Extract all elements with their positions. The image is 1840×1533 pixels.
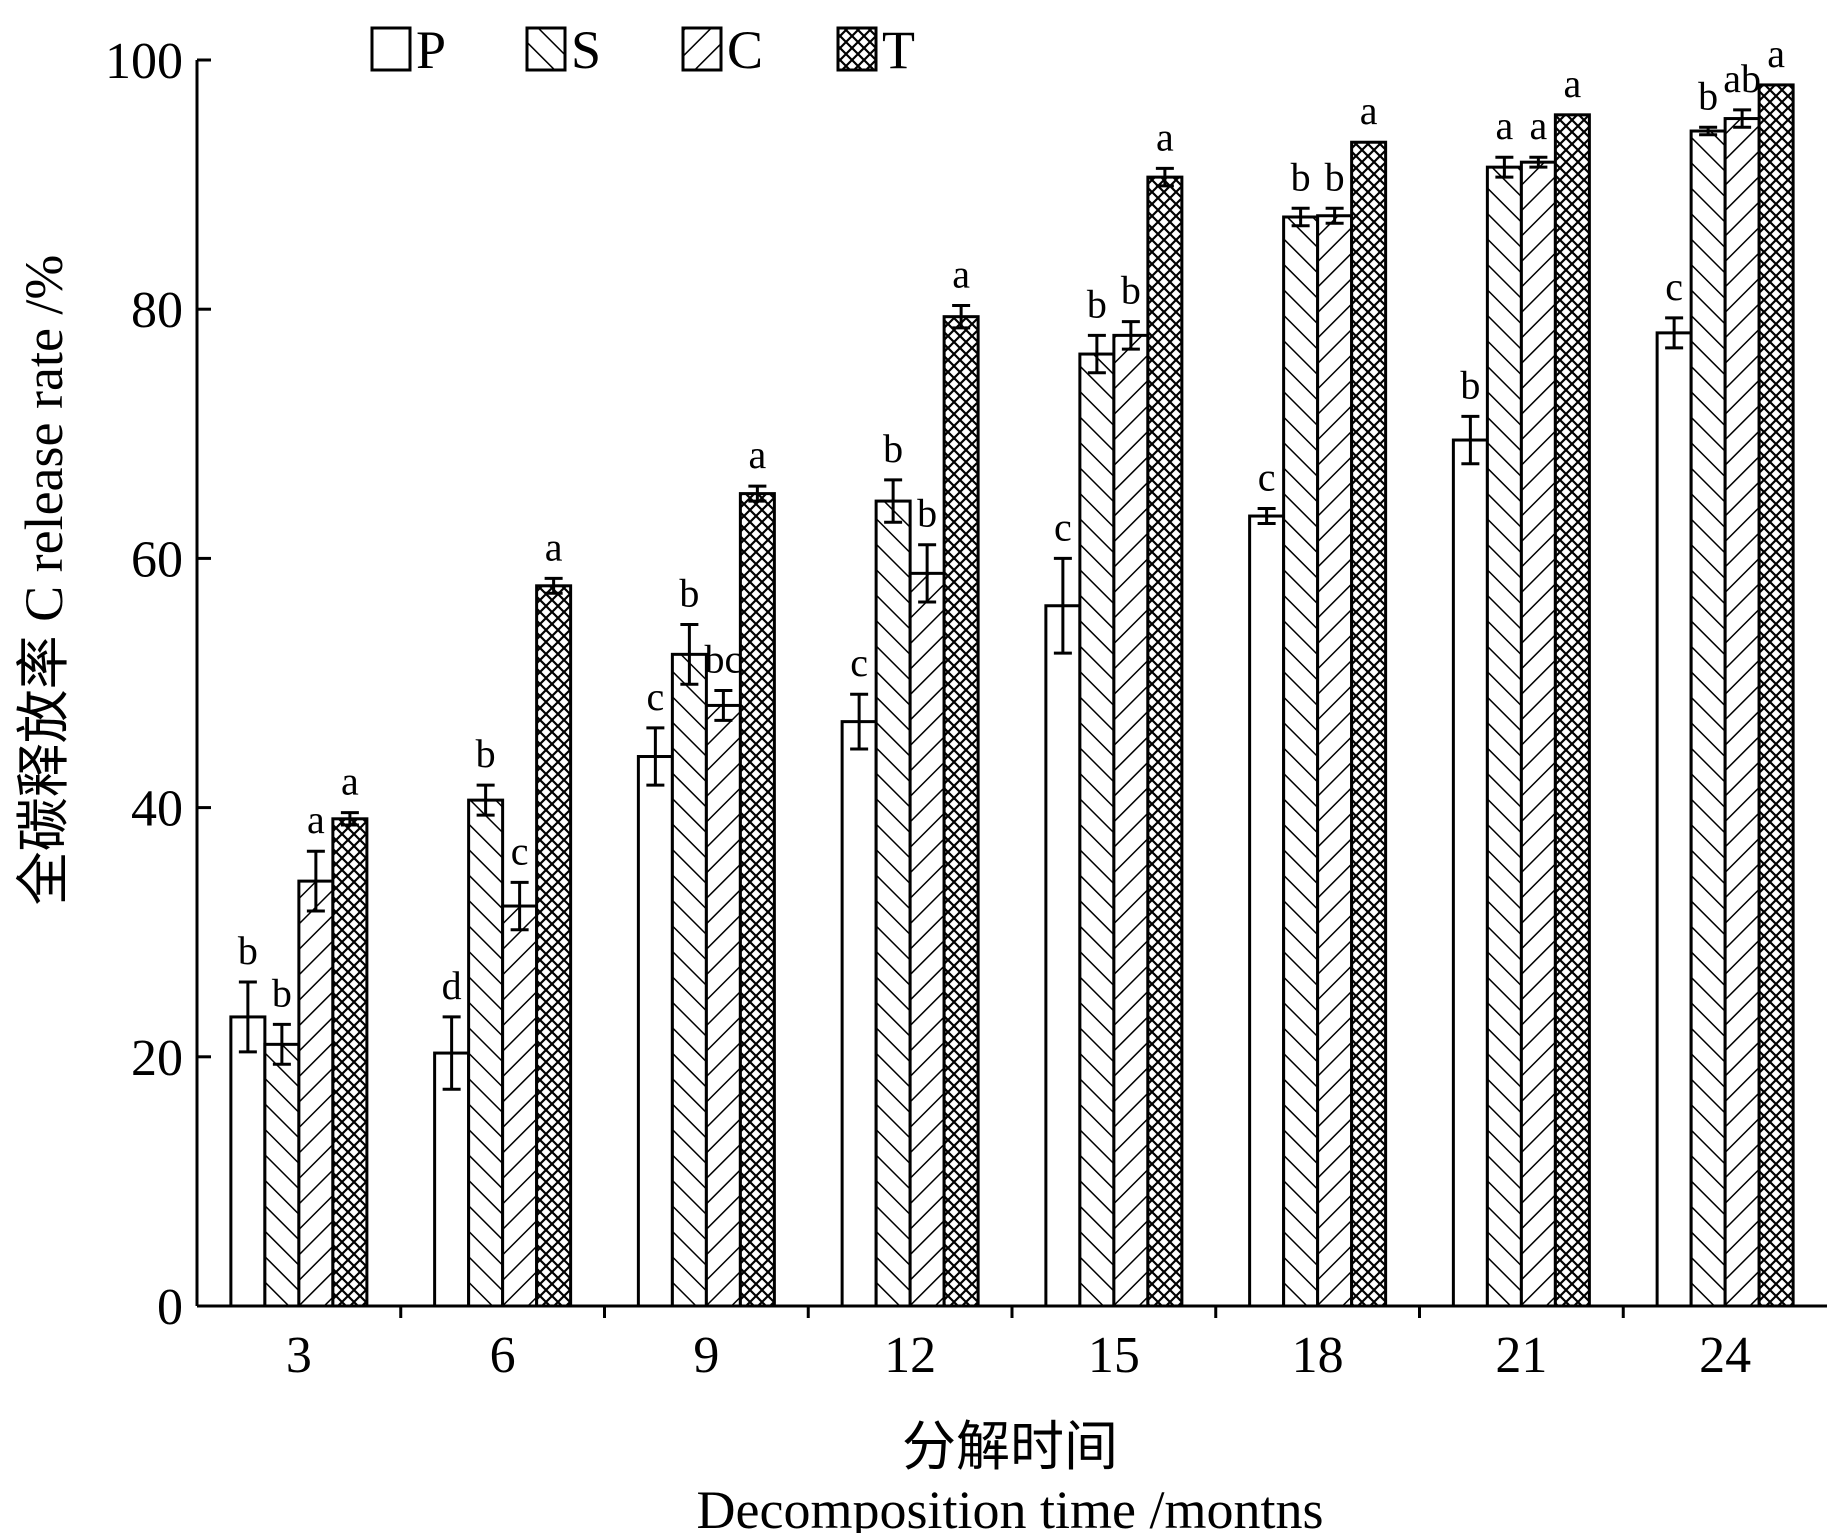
y-tick-label: 60	[131, 531, 183, 588]
y-tick-label: 20	[131, 1030, 183, 1087]
bar-T-9	[738, 492, 776, 1308]
bar-T-24	[1757, 83, 1795, 1308]
significance-letter: a	[952, 251, 970, 296]
x-tick-label: 12	[884, 1327, 936, 1384]
x-tick-label: 9	[693, 1327, 719, 1384]
y-axis-label: 全碳释放率 C release rate /%	[14, 255, 74, 906]
bar-T-21	[1553, 113, 1591, 1308]
bar-T-6	[535, 584, 573, 1308]
significance-letter: a	[1563, 61, 1581, 106]
legend-label-C: C	[727, 20, 763, 80]
legend-swatch-C	[681, 26, 723, 72]
y-tick-label: 40	[131, 781, 183, 838]
bar-C-12	[908, 571, 946, 1308]
bar-P-15	[1044, 604, 1082, 1308]
significance-letter: c	[511, 828, 529, 873]
significance-letter: c	[1054, 504, 1072, 549]
bar-T-18	[1350, 140, 1388, 1308]
significance-letter: a	[1529, 103, 1547, 148]
bar-C-9	[704, 703, 742, 1308]
significance-letter: c	[1258, 455, 1276, 500]
bar-S-3	[263, 1042, 301, 1308]
y-tick-label: 100	[105, 33, 183, 90]
y-tick-label: 80	[131, 282, 183, 339]
significance-letter: b	[883, 426, 903, 471]
significance-letter: c	[1665, 264, 1683, 309]
x-axis: 3 6 9 12 15 18 21 24	[197, 1304, 1827, 1384]
bar-P-9	[636, 755, 674, 1308]
significance-letter: b	[917, 491, 937, 536]
bar-P-24	[1655, 331, 1693, 1308]
significance-letter: a	[341, 759, 359, 804]
significance-letter: ab	[1723, 56, 1761, 101]
x-tick-label: 18	[1292, 1327, 1344, 1384]
bar-C-18	[1316, 214, 1354, 1308]
x-tick-label: 24	[1699, 1327, 1751, 1384]
legend-label-T: T	[882, 20, 915, 80]
bar-T-15	[1146, 175, 1184, 1308]
significance-letter: bc	[704, 636, 742, 681]
significance-letter: a	[1156, 114, 1174, 159]
significance-letter: a	[1495, 103, 1513, 148]
bar-S-21	[1485, 165, 1523, 1308]
bar-S-18	[1282, 215, 1320, 1308]
bar-S-6	[467, 798, 505, 1308]
x-axis-label: 分解时间	[902, 1417, 1118, 1477]
significance-letter: a	[307, 797, 325, 842]
bar-S-12	[874, 499, 912, 1308]
bars	[229, 83, 1795, 1308]
bar-P-3	[229, 1015, 267, 1308]
bar-S-15	[1078, 352, 1116, 1308]
x-tick-label: 21	[1495, 1327, 1547, 1384]
significance-letter: c	[646, 674, 664, 719]
significance-letter: d	[442, 963, 462, 1008]
significance-letter: b	[1460, 362, 1480, 407]
x-axis-label-en: Decomposition time /montns	[697, 1480, 1324, 1533]
bar-S-24	[1689, 129, 1727, 1308]
bar-P-6	[433, 1051, 471, 1308]
significance-letter: b	[1325, 154, 1345, 199]
legend-label-S: S	[571, 20, 601, 80]
significance-letter: a	[1767, 31, 1785, 76]
significance-letter: b	[476, 731, 496, 776]
bar-C-15	[1112, 333, 1150, 1308]
significance-letter: b	[272, 970, 292, 1015]
bar-S-9	[670, 652, 708, 1308]
bar-P-18	[1248, 514, 1286, 1308]
legend-swatch-P	[370, 26, 412, 72]
significance-letter: b	[679, 570, 699, 615]
y-tick-label: 0	[157, 1279, 183, 1336]
y-axis: 0 20 40 60 80 100	[105, 33, 211, 1336]
bar-P-12	[840, 720, 878, 1308]
legend-swatch-S	[525, 26, 567, 72]
bar-C-21	[1519, 160, 1557, 1308]
significance-letter: b	[1121, 268, 1141, 313]
bar-C-6	[501, 904, 539, 1308]
significance-letter: b	[1087, 281, 1107, 326]
significance-letter: a	[748, 432, 766, 477]
legend-label-P: P	[416, 20, 446, 80]
bar-P-21	[1451, 438, 1489, 1308]
significance-letter: b	[1291, 154, 1311, 199]
legend-swatch-T	[836, 26, 878, 72]
significance-letter: a	[545, 524, 563, 569]
x-tick-label: 15	[1088, 1327, 1140, 1384]
significance-letter: b	[1698, 73, 1718, 118]
x-tick-label: 6	[490, 1327, 516, 1384]
x-tick-label: 3	[286, 1327, 312, 1384]
significance-letter: a	[1360, 88, 1378, 133]
bar-C-3	[297, 879, 335, 1308]
bar-C-24	[1723, 117, 1761, 1308]
significance-letter: b	[238, 928, 258, 973]
bar-T-12	[942, 315, 980, 1308]
bar-T-3	[331, 817, 369, 1308]
significance-letter: c	[850, 640, 868, 685]
